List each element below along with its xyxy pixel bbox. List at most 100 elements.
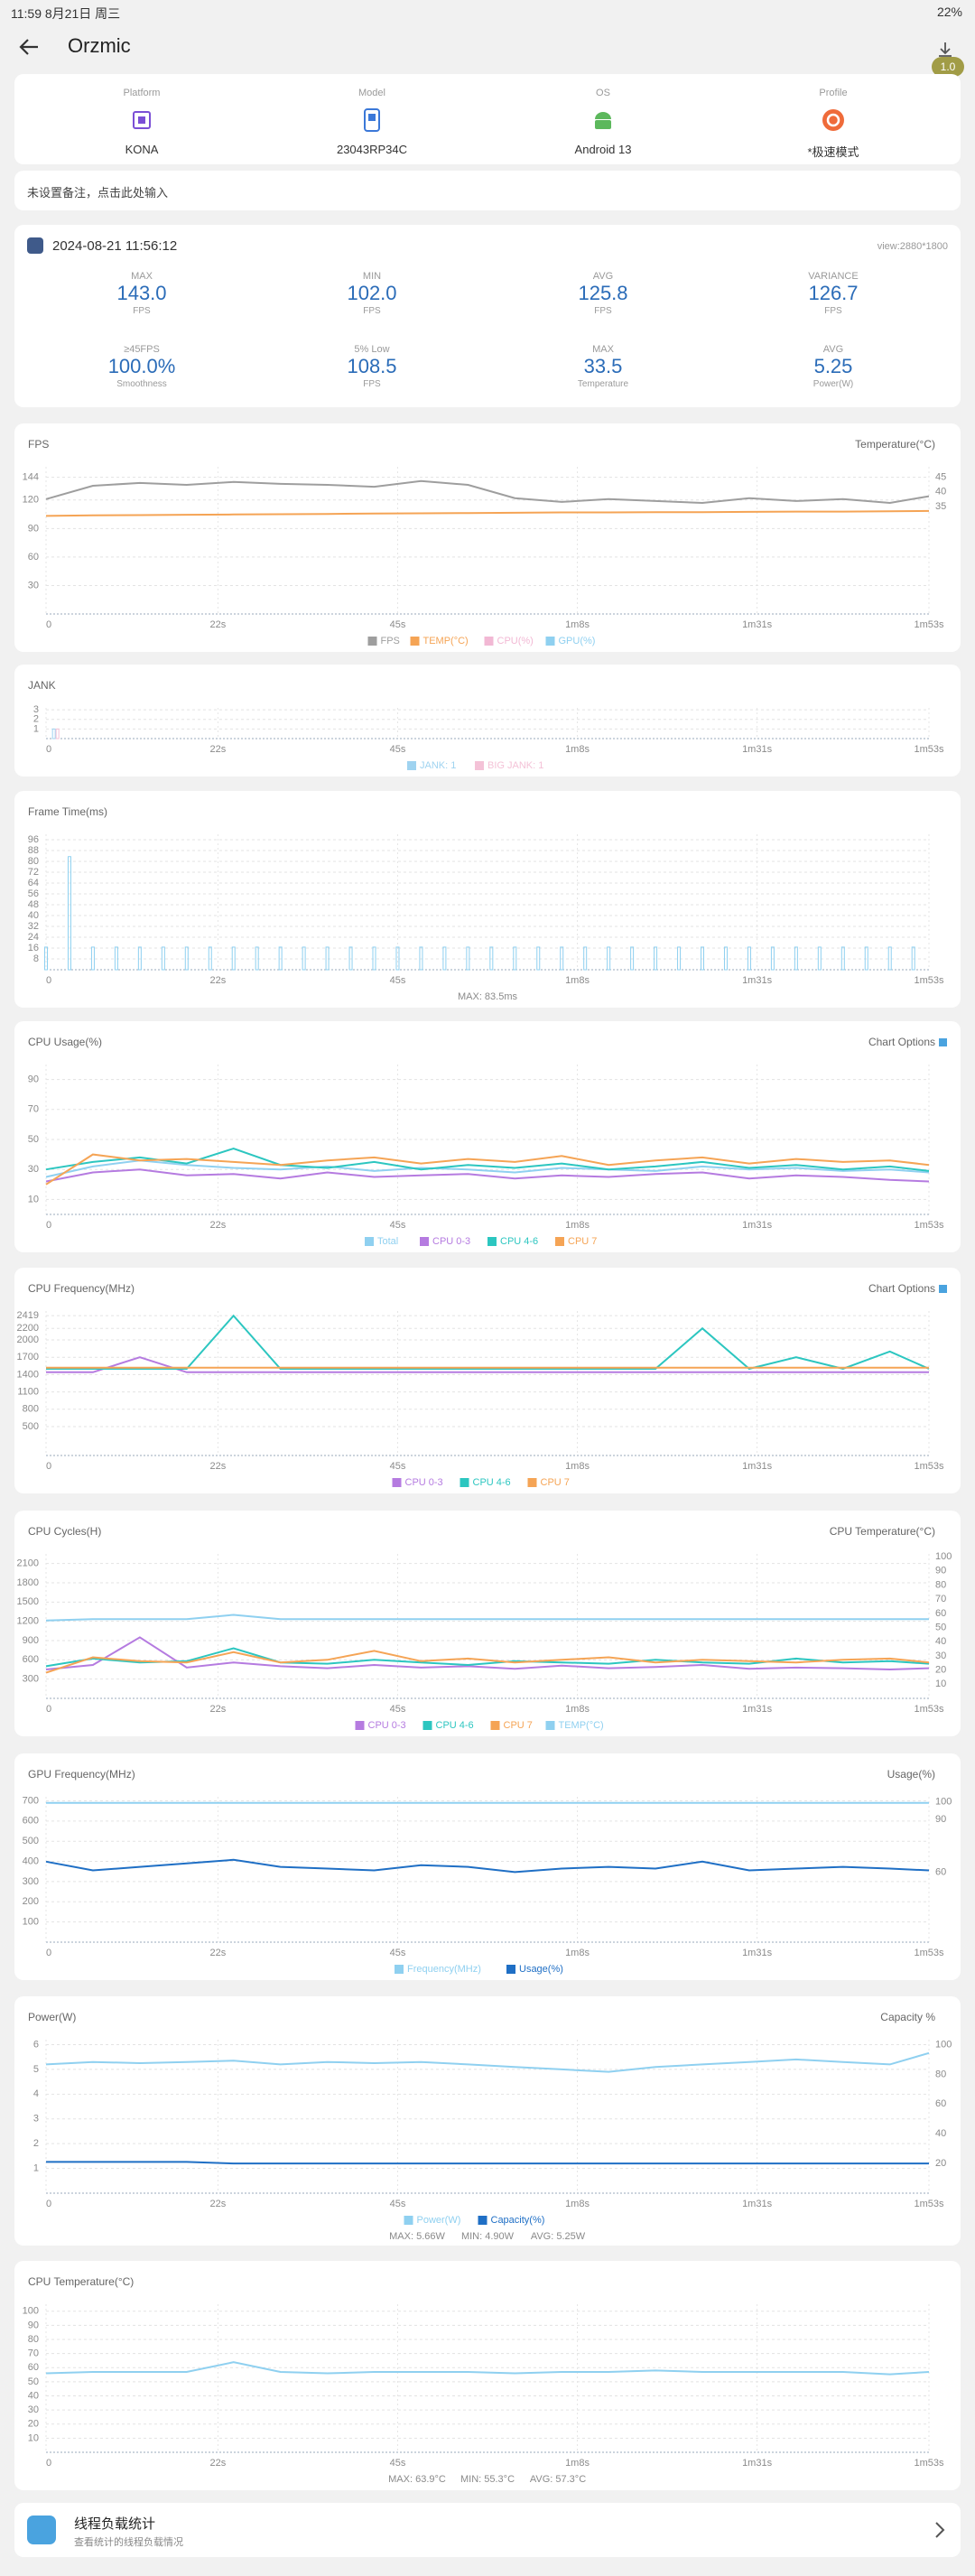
legend-swatch: [365, 1237, 374, 1246]
series-line: [45, 1650, 930, 1674]
series-line: [46, 2161, 929, 2165]
y2-tick-label: 40: [935, 1636, 946, 1647]
status-battery: 22%: [936, 5, 962, 19]
bar: [677, 946, 682, 971]
y2-tick-label: 70: [935, 1594, 946, 1604]
y-tick-label: 1400: [17, 1369, 39, 1380]
y-tick-label: 60: [28, 552, 39, 563]
legend-swatch: [392, 1478, 402, 1487]
legend-swatch: [555, 1237, 564, 1246]
bar: [747, 946, 751, 971]
stat-value: 126.7: [808, 282, 859, 304]
y2-title: Capacity %: [880, 2011, 935, 2023]
download-button[interactable]: [935, 40, 955, 60]
x-tick-label: 1m8s: [565, 619, 590, 630]
x-tick-label: 1m8s: [565, 744, 590, 755]
stat-unit: Temperature: [577, 379, 629, 389]
y-tick-label: 56: [28, 888, 39, 899]
y-tick-label: 90: [28, 1074, 39, 1085]
bar: [419, 946, 423, 971]
series-line: [45, 1613, 929, 1622]
x-tick-label: 0: [46, 1948, 51, 1958]
chart-title: Frame Time(ms): [28, 805, 107, 818]
y2-tick-label: 90: [935, 1814, 946, 1825]
x-tick-label: 1m53s: [914, 1461, 944, 1472]
series-line: [45, 1647, 930, 1668]
y-tick-label: 100: [23, 1917, 39, 1928]
legend-swatch: [395, 1965, 404, 1974]
bar: [770, 946, 775, 971]
stat-note: AVG: 57.3°C: [530, 2474, 586, 2485]
y-tick-label: 500: [23, 1836, 39, 1846]
y-tick-label: 1100: [17, 1387, 39, 1398]
stat-value: 143.0: [116, 282, 167, 304]
legend-label: TEMP(°C): [423, 636, 469, 646]
series-line: [46, 1356, 929, 1373]
x-tick-label: 1m53s: [914, 2458, 944, 2469]
legend-label: TEMP(°C): [559, 1720, 604, 1731]
y2-tick-label: 35: [935, 501, 946, 512]
y2-tick-label: 50: [935, 1622, 946, 1632]
note-card[interactable]: 未设置备注，点击此处输入: [14, 171, 961, 210]
x-tick-label: 1m53s: [914, 2199, 944, 2209]
chevron: [935, 2522, 945, 2538]
y-tick-label: 1: [33, 723, 39, 734]
y2-tick-label: 20: [935, 2158, 946, 2169]
series-line: [45, 1147, 930, 1172]
y-tick-label: 50: [28, 2376, 39, 2387]
device-label: Platform: [123, 88, 161, 98]
stat-label: AVG: [822, 344, 844, 355]
y-tick-label: 100: [23, 2306, 39, 2317]
legend-label: CPU 0-3: [405, 1477, 443, 1488]
series-line: [45, 1636, 930, 1671]
x-tick-label: 1m53s: [914, 975, 944, 986]
resolution: view:2880*1800: [877, 241, 948, 252]
x-tick-label: 1m31s: [742, 1461, 773, 1472]
series-line: [46, 1314, 930, 1371]
y-tick-label: 2419: [17, 1310, 39, 1321]
stat-note: MAX: 5.66W: [389, 2231, 445, 2242]
x-tick-label: 22s: [210, 1948, 227, 1958]
x-tick-label: 1m31s: [742, 744, 773, 755]
thread-icon: [27, 2516, 56, 2544]
thread-load-card[interactable]: 线程负载统计 查看统计的线程负载情况: [14, 2503, 961, 2557]
x-tick-label: 1m31s: [742, 2199, 773, 2209]
legend-swatch: [420, 1237, 429, 1246]
legend-label: Capacity(%): [491, 2215, 545, 2226]
x-tick-label: 1m8s: [565, 1948, 590, 1958]
x-tick-label: 22s: [210, 619, 227, 630]
y-tick-label: 300: [23, 1876, 39, 1887]
android-icon: [595, 112, 611, 129]
profile-icon: [822, 109, 844, 131]
bar: [489, 946, 494, 971]
y-tick-label: 1800: [17, 1577, 39, 1588]
x-tick-label: 22s: [210, 1461, 227, 1472]
legend-label: Total: [377, 1236, 398, 1247]
legend-label: Usage(%): [519, 1964, 563, 1975]
y-tick-label: 2: [33, 2138, 39, 2149]
x-tick-label: 0: [46, 744, 51, 755]
bar: [701, 946, 705, 971]
x-tick-label: 0: [46, 1461, 51, 1472]
y2-tick-label: 60: [935, 2098, 946, 2109]
legend-label: GPU(%): [559, 636, 596, 646]
y2-tick-label: 60: [935, 1608, 946, 1619]
legend-swatch: [460, 1478, 469, 1487]
legend-swatch: [410, 637, 420, 646]
legend-label: CPU 7: [504, 1720, 533, 1731]
stat-value: 33.5: [583, 355, 623, 377]
back-button[interactable]: [18, 36, 42, 58]
x-tick-label: 45s: [390, 1948, 406, 1958]
legend-label: Power(W): [417, 2215, 461, 2226]
bar: [466, 946, 470, 971]
y2-tick-label: 40: [935, 487, 946, 498]
device-label: OS: [596, 88, 610, 98]
y-tick-label: 90: [28, 2320, 39, 2330]
x-tick-label: 0: [46, 2458, 51, 2469]
note-text[interactable]: 未设置备注，点击此处输入: [27, 186, 169, 200]
y-tick-label: 120: [23, 495, 39, 506]
device-card: Platform KONA Model 23043RP34C OS Androi…: [14, 74, 961, 164]
y-tick-label: 500: [23, 1421, 39, 1432]
y2-tick-label: 100: [935, 2039, 952, 2050]
